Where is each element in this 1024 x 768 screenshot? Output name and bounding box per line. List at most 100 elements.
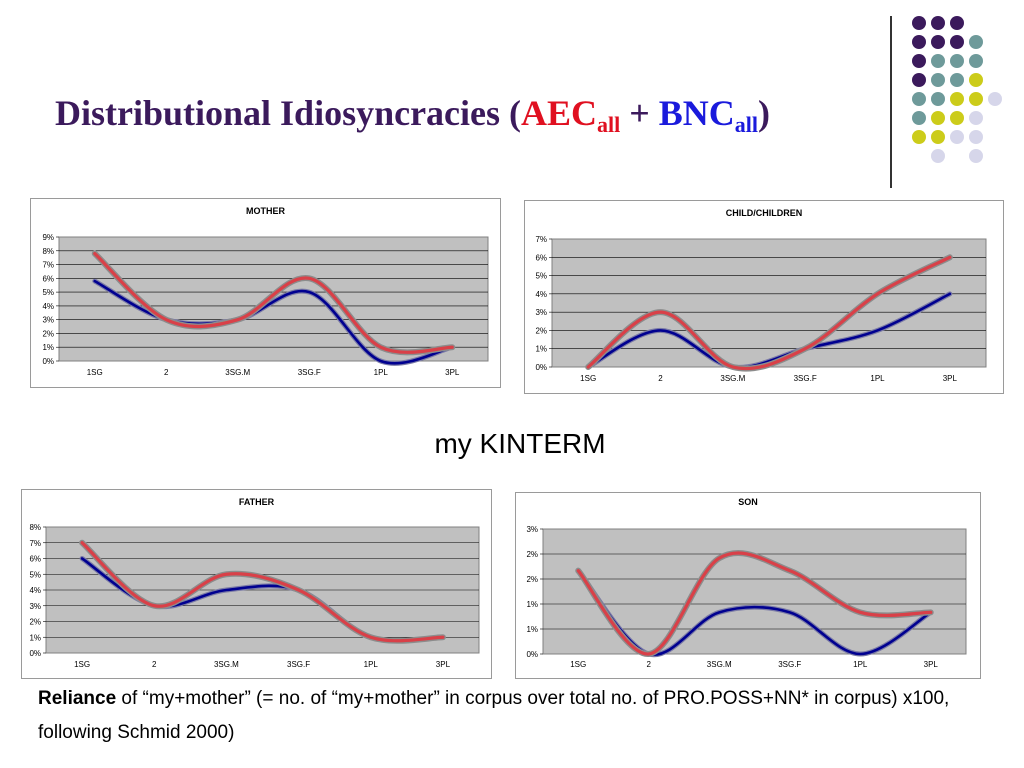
y-tick-label: 3% [535,308,547,317]
y-tick-label: 9% [42,233,54,242]
decor-dot [931,54,945,68]
x-tick-label: 3SG.F [298,368,321,377]
decor-dot [912,54,926,68]
y-tick-label: 0% [42,357,54,366]
decor-dot [931,92,945,106]
y-tick-label: 2% [42,329,54,338]
decor-dot [931,16,945,30]
decor-dot [950,92,964,106]
decor-dot [950,111,964,125]
chart-title: SON [738,497,758,507]
x-tick-label: 3SG.M [707,660,732,669]
slide-title: Distributional Idiosyncracies (AECall + … [55,92,771,137]
decor-dot [912,111,926,125]
decor-dot [969,92,983,106]
decor-dot [969,54,983,68]
decor-dot [931,149,945,163]
series-line-red [93,251,454,354]
decor-dot [988,92,1002,106]
y-tick-label: 0% [526,650,538,659]
y-tick-label: 1% [526,600,538,609]
y-tick-label: 6% [29,555,41,564]
y-tick-label: 7% [42,261,54,270]
decor-dot [912,73,926,87]
chart-child-children-svg: CHILD/CHILDREN 0% 1% 2% 3% 4% 5% 6% 7% 1SG 2 3SG.M 3… [535,208,987,383]
y-tick-label: 3% [29,602,41,611]
x-tick-label: 1SG [570,660,586,669]
decor-dot [931,73,945,87]
decor-dot [950,54,964,68]
x-tick-label: 3SG.M [225,368,250,377]
y-tick-label: 3% [526,525,538,534]
plot-area [542,528,967,655]
decor-dot [912,35,926,49]
y-tick-label: 4% [535,290,547,299]
y-tick-label: 1% [42,343,54,352]
decor-dot [969,111,983,125]
y-tick-label: 7% [29,539,41,548]
x-tick-label: 1SG [74,660,90,669]
series-line-red [576,551,933,656]
y-tick-label: 1% [29,633,41,642]
y-tick-label: 8% [42,247,54,256]
decor-dot [912,16,926,30]
decor-dot [931,35,945,49]
title-divider-line [890,16,892,188]
y-tick-label: 4% [42,302,54,311]
y-tick-label: 0% [535,363,547,372]
x-tick-label: 1PL [374,368,389,377]
title-aec-subscript: all [597,112,621,137]
title-aec-text: AEC [521,93,598,133]
x-tick-label: 3SG.F [778,660,801,669]
chart-mother: MOTHER 0% 1% 2% 3% 4% 5% 6% 7% 8% 9% 1SG 2 3SG.M 3SG.F… [30,198,501,388]
y-tick-label: 5% [29,570,41,579]
decor-dot [931,130,945,144]
x-tick-label: 2 [658,374,663,383]
y-tick-label: 2% [526,550,538,559]
x-tick-label: 2 [164,368,169,377]
chart-son: SON 0% 1% 1% 2% 2% 3% 1SG 2 3SG.M 3SG.F 1PL 3PL [515,492,981,679]
y-tick-label: 7% [535,235,547,244]
decor-dot [969,149,983,163]
decor-dot [950,73,964,87]
x-tick-label: 1PL [853,660,868,669]
decor-dot [969,73,983,87]
x-tick-label: 3PL [445,368,460,377]
y-tick-label: 2% [535,326,547,335]
decor-dot [969,35,983,49]
decor-dot [912,92,926,106]
x-tick-label: 1PL [870,374,885,383]
chart-mother-svg: MOTHER 0% 1% 2% 3% 4% 5% 6% 7% 8% 9% 1SG 2 3SG.M 3SG.F… [42,206,489,377]
series-line-blue [586,292,952,369]
caption-bold: Reliance [38,688,117,709]
series-line-red [80,541,445,643]
chart-father-svg: FATHER 0% 1% 2% 3% 4% 5% 6% 7% 8% 1SG 2 3SG.M 3SG.F 1P… [29,497,480,669]
x-tick-label: 3SG.F [287,660,310,669]
decor-dot [931,111,945,125]
y-tick-label: 5% [535,272,547,281]
y-tick-label: 6% [42,274,54,283]
y-tick-label: 2% [29,618,41,627]
chart-title: FATHER [239,497,275,507]
y-tick-label: 3% [42,316,54,325]
title-bnc-text: BNC [658,93,735,133]
y-tick-label: 8% [29,523,41,532]
x-tick-label: 3PL [924,660,939,669]
x-tick-label: 2 [647,660,652,669]
x-tick-label: 2 [152,660,157,669]
x-tick-label: 3PL [436,660,451,669]
decor-dot [950,35,964,49]
caption-text: of “my+mother” (= no. of “my+mother” in … [38,688,950,743]
decorative-dot-grid [912,16,1002,163]
chart-son-svg: SON 0% 1% 1% 2% 2% 3% 1SG 2 3SG.M 3SG.F 1PL 3PL [526,497,967,669]
chart-title: CHILD/CHILDREN [726,208,803,218]
title-close-paren: ) [758,93,771,133]
title-main-text: Distributional Idiosyncracies ( [55,93,522,133]
y-tick-label: 1% [526,625,538,634]
y-tick-label: 6% [535,253,547,262]
y-tick-label: 5% [42,288,54,297]
title-bnc-subscript: all [734,112,759,137]
y-tick-label: 2% [526,575,538,584]
x-tick-label: 3PL [943,374,958,383]
series-line-red [586,255,952,371]
